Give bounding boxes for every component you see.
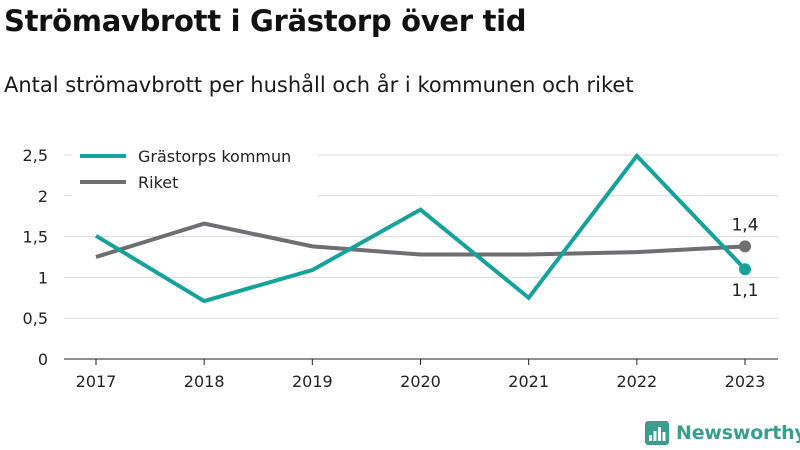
end-value-label: 1,1 <box>731 281 758 301</box>
y-tick-label: 1,5 <box>23 228 48 247</box>
chart-subtitle: Antal strömavbrott per hushåll och år i … <box>4 73 634 97</box>
y-axis-ticks: 0 0,5 1 1,5 2 2,5 <box>23 146 48 369</box>
x-tick-label: 2020 <box>400 372 441 391</box>
y-tick-label: 0,5 <box>23 309 48 328</box>
x-tick-label: 2017 <box>76 372 117 391</box>
series-line <box>94 152 747 304</box>
x-tick-label: 2019 <box>292 372 333 391</box>
y-tick-label: 0 <box>38 350 48 369</box>
end-point <box>739 240 751 253</box>
x-tick-label: 2022 <box>616 372 657 391</box>
brand-logo: Newsworthy <box>644 420 800 446</box>
x-tick-label: 2021 <box>508 372 549 391</box>
y-tick-label: 1 <box>38 268 48 287</box>
brand-name: Newsworthy <box>676 422 800 444</box>
series-line <box>95 221 746 259</box>
series-lines <box>94 152 747 304</box>
y-tick-label: 2 <box>38 187 48 206</box>
end-point <box>739 263 751 276</box>
legend: Grästorps kommun Riket <box>72 140 318 198</box>
legend-background <box>72 140 318 198</box>
end-value-label: 1,4 <box>731 215 758 235</box>
x-tick-label: 2023 <box>725 372 766 391</box>
x-axis: 2017 2018 2019 2020 2021 2022 2023 <box>64 358 778 391</box>
y-tick-label: 2,5 <box>23 146 48 165</box>
x-tick-label: 2018 <box>184 372 225 391</box>
legend-label: Riket <box>138 173 178 192</box>
newsworthy-logo-icon <box>645 421 669 445</box>
legend-label: Grästorps kommun <box>138 147 291 166</box>
chart-title: Strömavbrott i Grästorp över tid <box>4 4 527 38</box>
end-labels: 1,1 1,4 <box>731 215 758 301</box>
